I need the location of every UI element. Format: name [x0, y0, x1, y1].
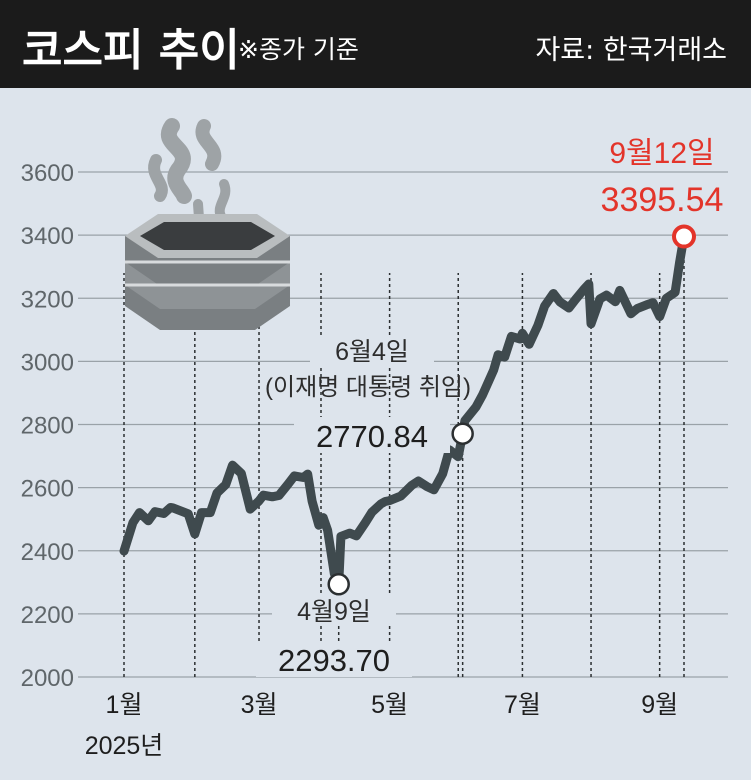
- chart-title: 코스피 추이: [22, 25, 240, 76]
- x-tick-label: 9월: [641, 691, 678, 719]
- annotation-value-label: 2770.84: [316, 419, 428, 454]
- x-tick-label: 7월: [504, 691, 541, 719]
- kospi-line: [119, 232, 689, 589]
- y-axis: 2000 2200 2400 2600 2800 3000 3200 3400 3600: [21, 160, 74, 692]
- y-tick-label: 2800: [21, 413, 74, 440]
- source-label: 자료: 한국거래소: [535, 35, 727, 66]
- annotation-marker: [327, 573, 350, 596]
- annotation-date-label: 9월12일: [609, 137, 714, 170]
- stock-heating-pot-icon: [125, 118, 290, 330]
- annotation-value-bg: [584, 181, 740, 217]
- annotation-label-bg: [600, 139, 724, 169]
- y-tick-label: 2000: [21, 665, 74, 692]
- x-tick-label: 3월: [241, 691, 278, 719]
- annotation-sublabel: (이재명 대통령 취임): [265, 374, 471, 401]
- annotation-value-bg: [256, 641, 412, 677]
- annotation-value-bg: [294, 417, 450, 453]
- annotation-label-bg: [310, 336, 434, 366]
- annotation-label-bg: [272, 596, 396, 626]
- y-tick-label: 3400: [21, 223, 74, 250]
- annotations: 4월9일 2293.70 6월4일 (이재명 대통령 취임) 2770.84 9월12일 3…: [256, 137, 740, 678]
- chart-header: 코스피 추이 ※종가 기준 자료: 한국거래소: [0, 0, 751, 88]
- y-tick-label: 3600: [21, 160, 74, 187]
- x-axis: 1월 3월 5월 7월 9월 2025년: [85, 691, 678, 760]
- y-tick-label: 3200: [21, 286, 74, 313]
- y-tick-label: 3000: [21, 349, 74, 376]
- kospi-series: [119, 232, 689, 589]
- annotation-value-label: 3395.54: [601, 181, 724, 219]
- annotation-date-label: 6월4일: [335, 338, 409, 366]
- y-tick-label: 2200: [21, 602, 74, 629]
- y-tick-label: 2400: [21, 539, 74, 566]
- annotation-marker: [672, 224, 696, 249]
- x-tick-label: 1월: [106, 691, 143, 719]
- x-tick-label: 5월: [371, 691, 408, 719]
- annotation-date-label: 4월9일: [297, 598, 371, 626]
- x-year-label: 2025년: [85, 732, 164, 760]
- chart-subtitle: ※종가 기준: [238, 35, 359, 64]
- annotation-value-label: 2293.70: [278, 643, 390, 678]
- y-tick-label: 2600: [21, 476, 74, 503]
- annotation-marker: [451, 422, 474, 445]
